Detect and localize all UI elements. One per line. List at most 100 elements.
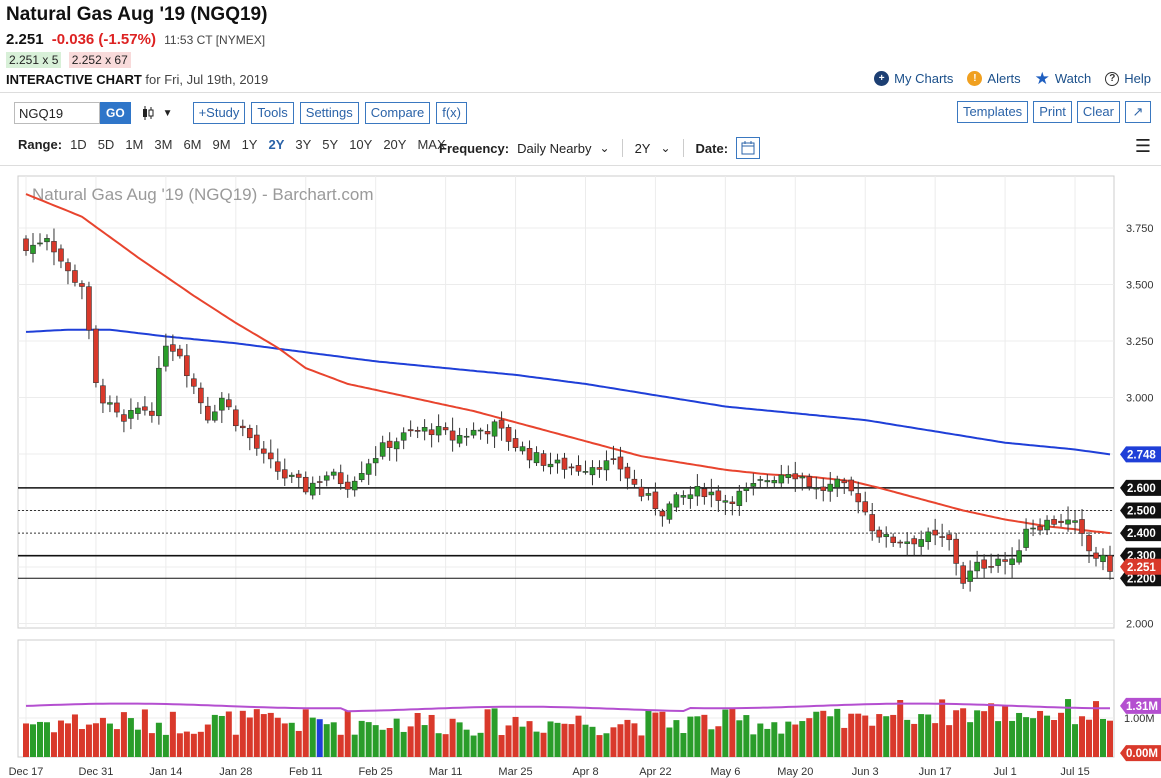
last-price-tag-label: 2.251 xyxy=(1127,562,1156,574)
ma200-tag xyxy=(1120,446,1161,463)
tools-button[interactable]: Tools xyxy=(251,102,294,124)
study-button[interactable]: +Study xyxy=(192,102,246,124)
candle-body xyxy=(932,529,938,536)
candle-body xyxy=(652,491,659,510)
candle-body xyxy=(295,473,302,478)
range-option-5y[interactable]: 5Y xyxy=(322,137,339,152)
volume-bar xyxy=(624,719,631,757)
bid-ask: 2.251 x 5 2.252 x 67 xyxy=(6,52,131,68)
volume-bar xyxy=(456,722,463,757)
print-button[interactable]: Print xyxy=(1033,101,1072,123)
candle-body xyxy=(596,467,603,470)
candle-body xyxy=(309,482,316,496)
volume-bar xyxy=(23,723,29,757)
settings-button[interactable]: Settings xyxy=(299,102,359,124)
volume-bar xyxy=(484,709,491,757)
divider xyxy=(621,139,623,157)
range-option-9m[interactable]: 9M xyxy=(212,137,231,152)
volume-bar xyxy=(78,729,85,757)
volume-bar xyxy=(141,709,148,757)
candle-body xyxy=(253,434,260,449)
volume-bar xyxy=(911,723,918,757)
candle-body xyxy=(1002,559,1008,562)
candle-body xyxy=(995,558,1001,566)
volume-bar xyxy=(981,711,988,757)
x-tick-label: May 6 xyxy=(710,766,740,778)
candle-body xyxy=(1037,525,1043,531)
volume-bar xyxy=(876,714,883,757)
function-button[interactable]: f(x) xyxy=(436,102,468,124)
volume-bar xyxy=(211,714,218,757)
volume-bar xyxy=(386,728,393,757)
help-link[interactable]: ? Help xyxy=(1105,71,1151,86)
range-option-max[interactable]: MAX xyxy=(417,137,446,152)
my-charts-link[interactable]: + My Charts xyxy=(874,71,953,86)
candle-body xyxy=(715,490,722,501)
volume-bar xyxy=(428,714,435,757)
volume-bar xyxy=(722,709,729,757)
expand-button[interactable]: ↗ xyxy=(1125,101,1151,123)
volume-average-line xyxy=(25,702,1110,713)
symbol-input[interactable]: NGQ19 xyxy=(14,102,100,124)
volume-bar xyxy=(302,709,309,757)
watch-label: Watch xyxy=(1054,71,1092,86)
y-tick-label: 3.500 xyxy=(1126,279,1154,291)
volume-bar xyxy=(806,718,813,757)
menu-icon[interactable]: ☰ xyxy=(1134,136,1151,156)
range-bar: Range: 1D 5D 1M 3M 6M 9M 1Y 2Y 3Y 5Y 10Y 20Y MAX xyxy=(18,137,457,152)
compare-button[interactable]: Compare xyxy=(364,102,431,124)
volume-bar xyxy=(344,710,351,757)
range-option-5d[interactable]: 5D xyxy=(97,137,115,152)
range-options: 1D 5D 1M 3M 6M 9M 1Y 2Y 3Y 5Y 10Y 20Y MAX xyxy=(70,137,457,152)
volume-bar xyxy=(414,712,421,757)
candle-body xyxy=(163,345,169,367)
range-option-3y[interactable]: 3Y xyxy=(295,137,312,152)
candle-body xyxy=(1051,519,1057,525)
candle-body xyxy=(323,475,330,481)
candle-body xyxy=(93,328,99,383)
x-tick-label: Jun 17 xyxy=(919,766,952,778)
volume-bar xyxy=(939,699,946,757)
go-button[interactable]: GO xyxy=(100,102,131,124)
range-option-6m[interactable]: 6M xyxy=(183,137,202,152)
volume-bar xyxy=(904,719,911,757)
templates-button[interactable]: Templates xyxy=(956,101,1029,123)
range-option-20y[interactable]: 20Y xyxy=(383,137,407,152)
volume-bar xyxy=(1051,719,1058,757)
volume-bar xyxy=(967,722,974,757)
watch-link[interactable]: ★ Watch xyxy=(1035,70,1092,87)
volume-bar xyxy=(890,714,897,757)
volume-bar xyxy=(470,735,477,757)
candle-body xyxy=(1086,535,1092,552)
candle-body xyxy=(687,494,694,499)
range-option-10y[interactable]: 10Y xyxy=(349,137,373,152)
frequency-bar: Frequency: Daily Nearby ⌄ 2Y ⌄ Date: xyxy=(439,137,761,159)
volume-bar xyxy=(393,718,400,757)
volume-bar xyxy=(176,733,183,757)
ask-value: 2.252 x 67 xyxy=(68,52,131,68)
clear-button[interactable]: Clear xyxy=(1076,101,1120,123)
candle-body xyxy=(1023,528,1029,548)
candle-body xyxy=(1072,520,1078,523)
range-option-1d[interactable]: 1D xyxy=(70,137,87,152)
volume-bar xyxy=(701,714,708,757)
volume-bar xyxy=(218,715,225,757)
volume-bar xyxy=(155,722,162,757)
alerts-link[interactable]: ! Alerts xyxy=(967,71,1021,86)
candle-body xyxy=(841,480,848,484)
range-option-2y[interactable]: 2Y xyxy=(268,137,285,152)
volume-bar xyxy=(575,715,582,757)
period-select[interactable]: 2Y ⌄ xyxy=(635,141,671,156)
range-option-3m[interactable]: 3M xyxy=(154,137,173,152)
calendar-button[interactable] xyxy=(736,137,761,159)
volume-bar xyxy=(379,729,386,757)
x-tick-label: Feb 11 xyxy=(289,766,322,778)
volume-bar xyxy=(925,714,932,757)
candle-body xyxy=(645,493,652,496)
frequency-select[interactable]: Daily Nearby ⌄ xyxy=(517,141,609,156)
range-option-1y[interactable]: 1Y xyxy=(241,137,258,152)
range-option-1m[interactable]: 1M xyxy=(125,137,144,152)
candle-body xyxy=(575,465,582,472)
chart-type-button[interactable]: ▼ xyxy=(141,105,173,121)
